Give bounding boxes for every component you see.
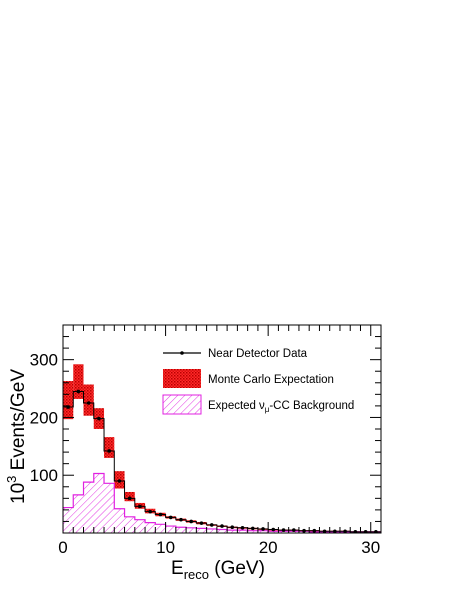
data-point xyxy=(363,530,368,533)
data-point xyxy=(86,401,91,405)
data-step-line xyxy=(63,390,381,533)
background-bar xyxy=(83,482,94,533)
data-point xyxy=(107,449,111,453)
data-point xyxy=(292,528,296,532)
legend-mc-swatch xyxy=(163,369,201,388)
x-axis-title: Ereco (GeV) xyxy=(171,558,265,582)
mc-error-band xyxy=(104,437,115,458)
data-point xyxy=(302,528,306,533)
background-bar xyxy=(114,508,125,533)
background-bar xyxy=(288,531,299,533)
x-tick-label: 30 xyxy=(361,538,380,557)
data-point xyxy=(189,519,194,524)
y-tick-label: 200 xyxy=(30,408,58,427)
background-bar xyxy=(206,528,217,533)
legend-data-marker xyxy=(180,351,184,355)
background-bar xyxy=(247,530,258,533)
background-bar xyxy=(227,530,238,533)
data-point xyxy=(158,512,163,517)
background-bar xyxy=(237,530,248,533)
legend: Near Detector Data Monte Carlo Expectati… xyxy=(162,348,354,415)
y-tick-label: 300 xyxy=(30,351,58,370)
data-point xyxy=(97,416,101,421)
background-bar xyxy=(196,528,207,533)
data-point xyxy=(343,529,347,533)
data-point xyxy=(353,530,358,533)
background-bar xyxy=(124,516,135,533)
legend-bg-label: Expected νμ-CC Background xyxy=(208,400,354,414)
legend-mc-label: Monte Carlo Expectation xyxy=(208,374,334,386)
data-point xyxy=(148,509,152,514)
legend-data-label: Near Detector Data xyxy=(208,348,308,360)
data-point xyxy=(76,389,81,394)
data-point xyxy=(179,517,183,522)
data-point xyxy=(127,496,132,501)
background-bar xyxy=(216,529,228,533)
background-bar xyxy=(165,526,176,533)
background-bar xyxy=(257,530,269,533)
data-point xyxy=(250,526,255,531)
data-point xyxy=(333,529,337,533)
background-bar xyxy=(134,519,146,533)
y-tick-label: 100 xyxy=(30,466,58,485)
background-bar xyxy=(155,524,166,533)
mc-error-band xyxy=(63,381,74,420)
background-bar xyxy=(175,527,187,533)
data-point xyxy=(312,528,317,533)
data-point xyxy=(199,521,204,525)
data-point xyxy=(220,524,224,528)
data-point xyxy=(281,528,286,532)
axis-ticks: 0 10 20 30 100 200 300 xyxy=(30,325,382,557)
data-series xyxy=(63,389,381,533)
data-point xyxy=(374,530,378,533)
background-bar xyxy=(73,494,84,533)
legend-bg-swatch xyxy=(162,394,202,415)
y-axis-title: 103 Events/GeV xyxy=(4,369,29,504)
mc-error-band xyxy=(83,384,94,416)
background-bar xyxy=(104,483,115,533)
data-point xyxy=(271,527,276,532)
plot-background xyxy=(63,325,381,533)
background-bar xyxy=(278,531,289,533)
x-tick-label: 10 xyxy=(156,538,175,557)
data-point xyxy=(230,525,235,530)
data-point xyxy=(168,515,173,520)
background-bar xyxy=(63,507,74,533)
background-bar xyxy=(186,527,197,533)
data-point xyxy=(261,527,265,531)
data-point xyxy=(322,529,327,533)
background-bar xyxy=(93,473,105,533)
x-tick-label: 20 xyxy=(259,538,278,557)
data-point xyxy=(209,523,214,527)
background-bar xyxy=(268,531,279,533)
data-point xyxy=(138,504,142,509)
data-point xyxy=(240,526,245,530)
x-tick-label: 0 xyxy=(58,538,67,557)
data-point xyxy=(117,479,122,483)
background-bar xyxy=(145,522,156,533)
mc-error-band xyxy=(73,364,84,399)
